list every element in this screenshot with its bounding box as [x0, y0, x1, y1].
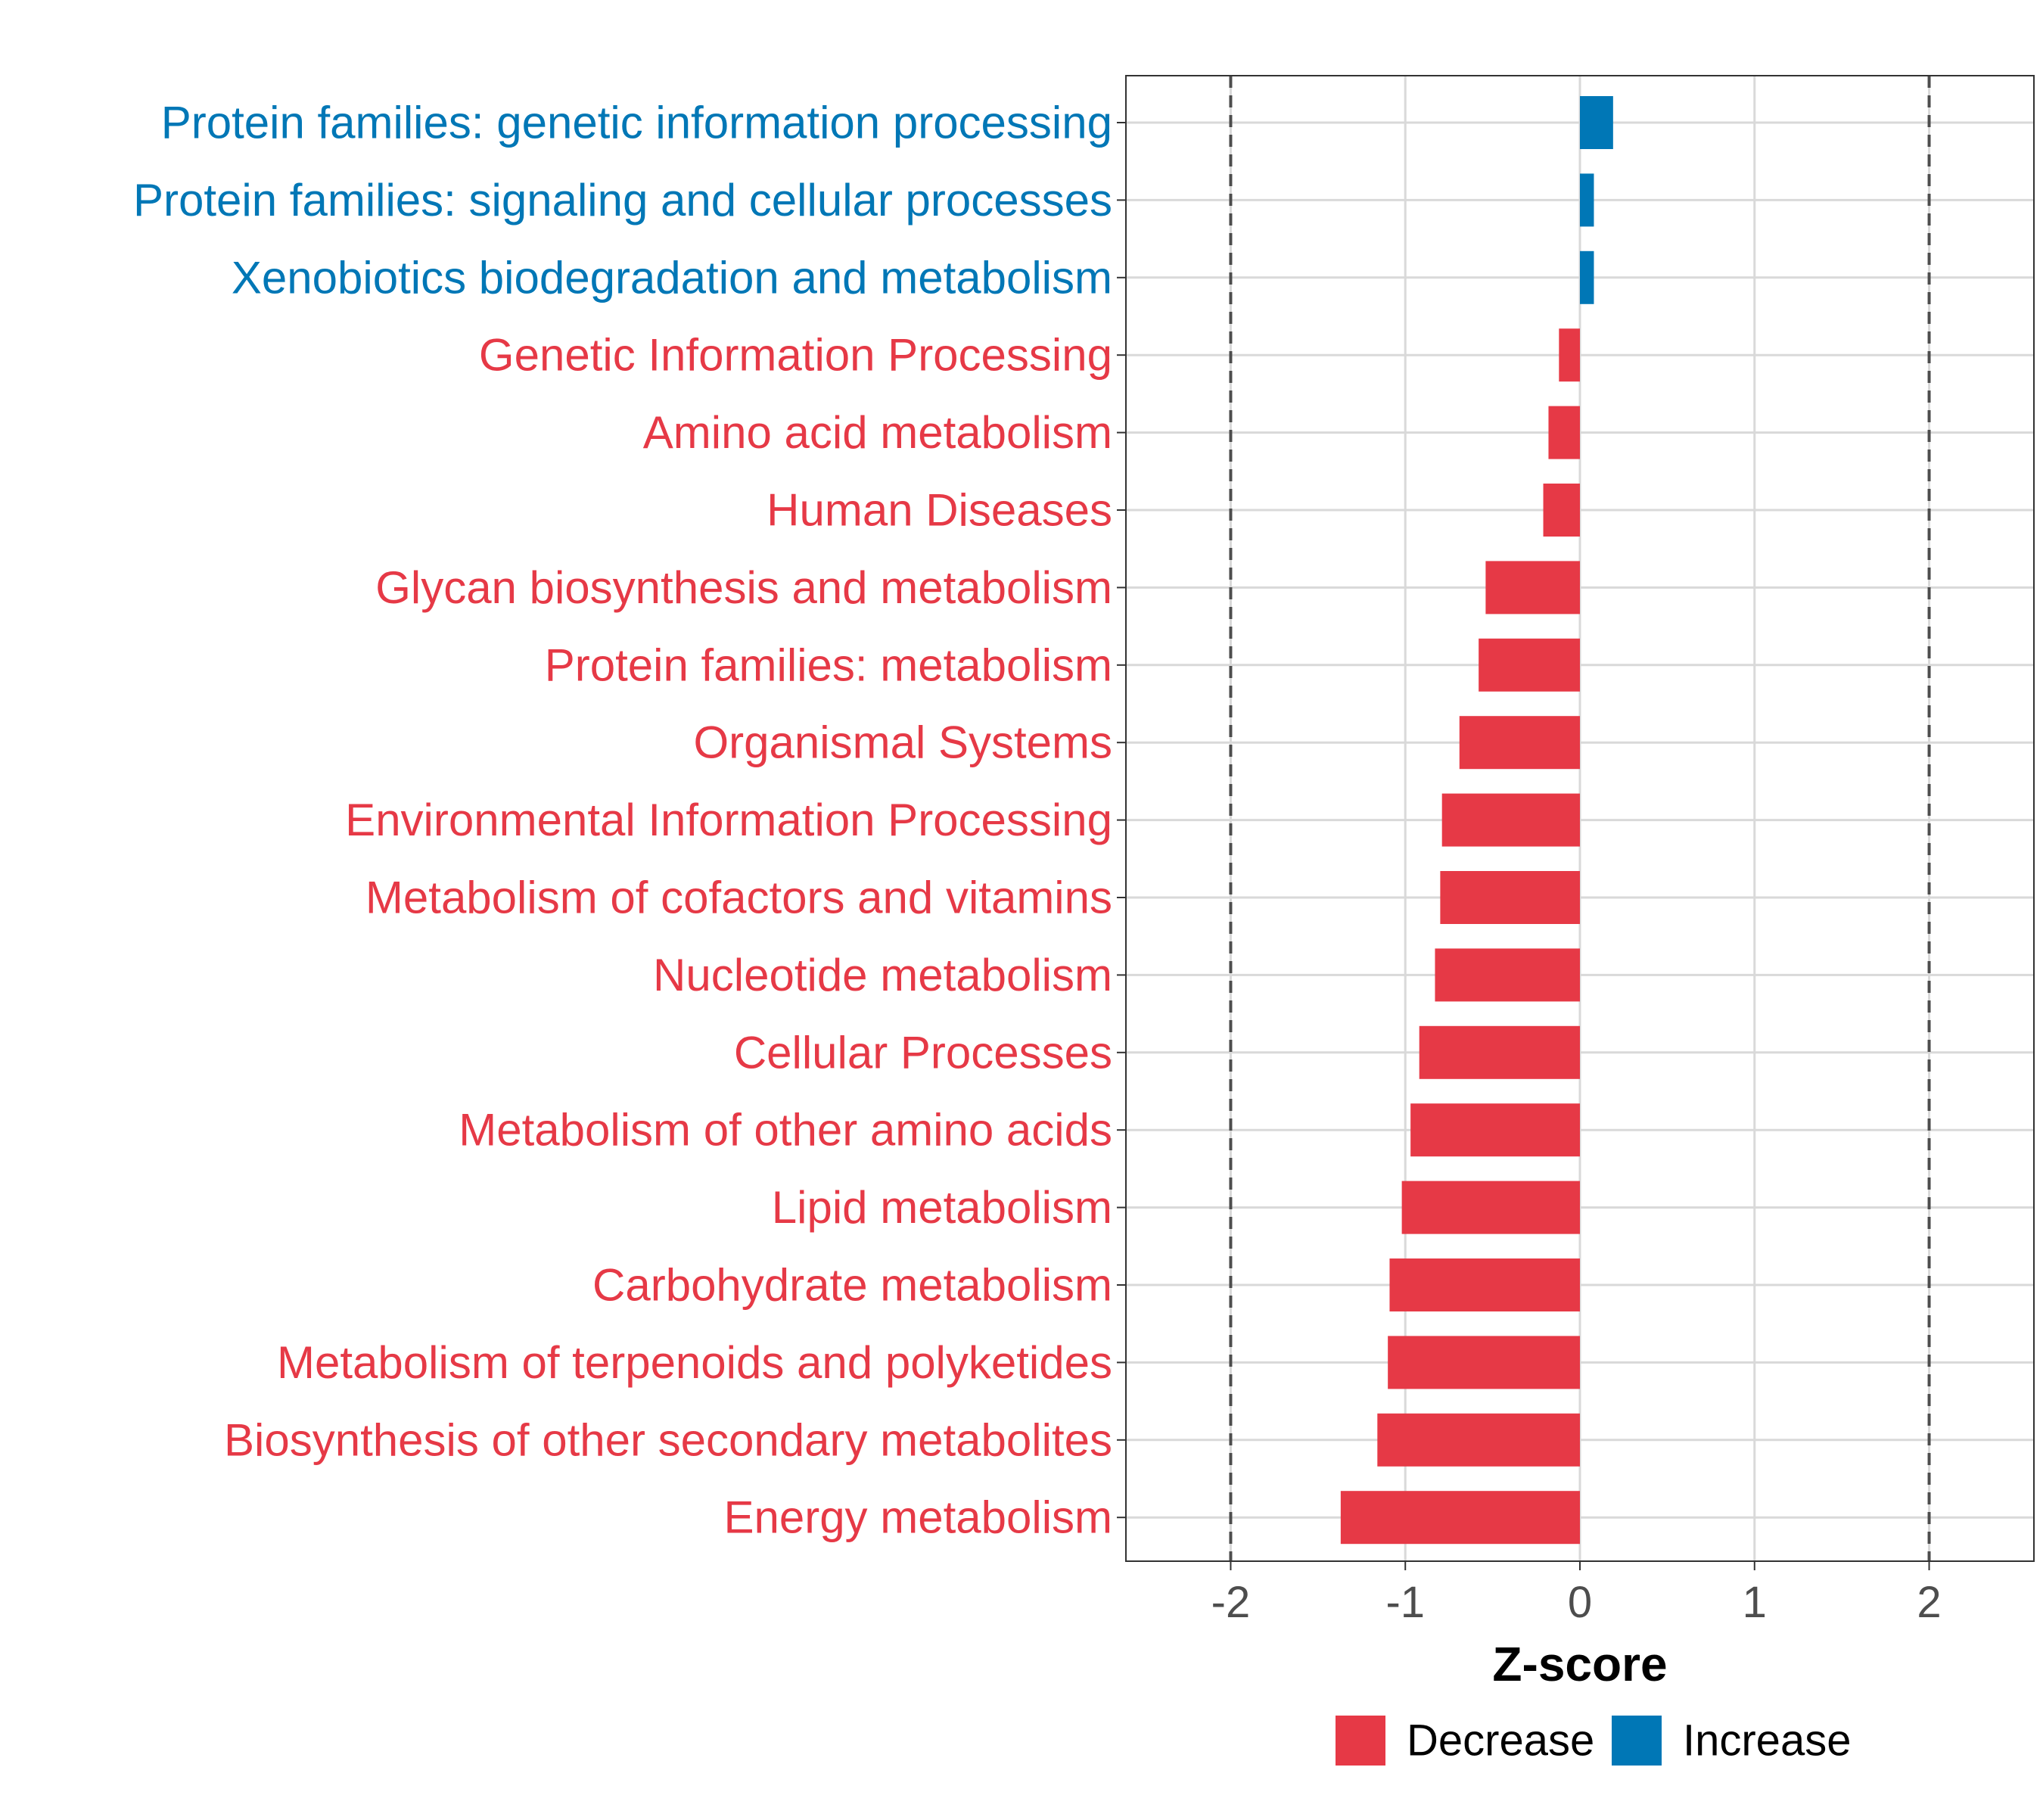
y-tick-label: Metabolism of terpenoids and polyketides	[277, 1337, 1112, 1388]
y-tick-label: Lipid metabolism	[772, 1182, 1112, 1233]
bar-decrease	[1548, 406, 1580, 459]
bar-decrease	[1543, 484, 1580, 537]
bar-decrease	[1410, 1103, 1580, 1157]
bar-layer	[1340, 96, 1613, 1545]
legend-swatch-decrease	[1336, 1716, 1385, 1766]
y-tick-label: Nucleotide metabolism	[653, 950, 1112, 1000]
y-tick-label: Human Diseases	[767, 485, 1112, 536]
y-tick-label: Amino acid metabolism	[643, 407, 1112, 458]
y-tick-label: Glycan biosynthesis and metabolism	[375, 562, 1112, 613]
x-tick-label: -1	[1385, 1578, 1425, 1627]
bar-decrease	[1340, 1491, 1580, 1545]
legend: Decrease Increase	[1336, 1716, 1851, 1766]
bar-increase	[1580, 96, 1613, 149]
y-tick-label: Biosynthesis of other secondary metaboli…	[224, 1414, 1112, 1465]
bar-decrease	[1401, 1181, 1580, 1234]
y-tick-label: Genetic Information Processing	[479, 330, 1112, 381]
bar-decrease	[1459, 716, 1580, 770]
y-tick-label: Protein families: signaling and cellular…	[133, 175, 1112, 226]
bar-decrease	[1435, 948, 1580, 1002]
bar-decrease	[1485, 561, 1580, 614]
bar-increase	[1580, 250, 1594, 304]
bar-decrease	[1388, 1336, 1580, 1389]
y-tick-label: Organismal Systems	[694, 717, 1112, 768]
x-tick-label: 1	[1743, 1578, 1767, 1627]
reference-line-layer	[1229, 76, 1931, 1561]
legend-label-decrease: Decrease	[1407, 1716, 1594, 1766]
x-tick-label: 0	[1568, 1578, 1592, 1627]
bar-decrease	[1377, 1413, 1580, 1467]
y-tick-label: Protein families: genetic information pr…	[161, 98, 1112, 148]
bar-decrease	[1389, 1258, 1580, 1311]
y-tick-label: Protein families: metabolism	[545, 639, 1112, 690]
y-tick-label: Metabolism of cofactors and vitamins	[365, 873, 1112, 923]
y-tick-label: Xenobiotics biodegradation and metabolis…	[232, 252, 1112, 303]
bar-increase	[1580, 173, 1594, 227]
bar-decrease	[1479, 638, 1580, 692]
y-axis: Protein families: genetic information pr…	[133, 98, 1126, 1543]
bar-decrease	[1440, 871, 1580, 924]
legend-label-increase: Increase	[1683, 1716, 1851, 1766]
y-tick-label: Metabolism of other amino acids	[459, 1105, 1112, 1156]
bar-decrease	[1441, 793, 1580, 847]
x-axis-title: Z-score	[1492, 1637, 1667, 1691]
y-tick-label: Carbohydrate metabolism	[592, 1260, 1112, 1311]
bar-decrease	[1559, 328, 1580, 382]
bar-decrease	[1419, 1025, 1580, 1079]
x-axis: -2 -1 0 1 2	[1211, 1561, 1942, 1627]
y-tick-label: Energy metabolism	[723, 1492, 1112, 1543]
x-tick-label: 2	[1917, 1578, 1941, 1627]
y-tick-label: Environmental Information Processing	[345, 795, 1112, 845]
y-tick-label: Cellular Processes	[734, 1027, 1112, 1078]
x-tick-label: -2	[1211, 1578, 1251, 1627]
legend-swatch-increase	[1612, 1716, 1662, 1766]
